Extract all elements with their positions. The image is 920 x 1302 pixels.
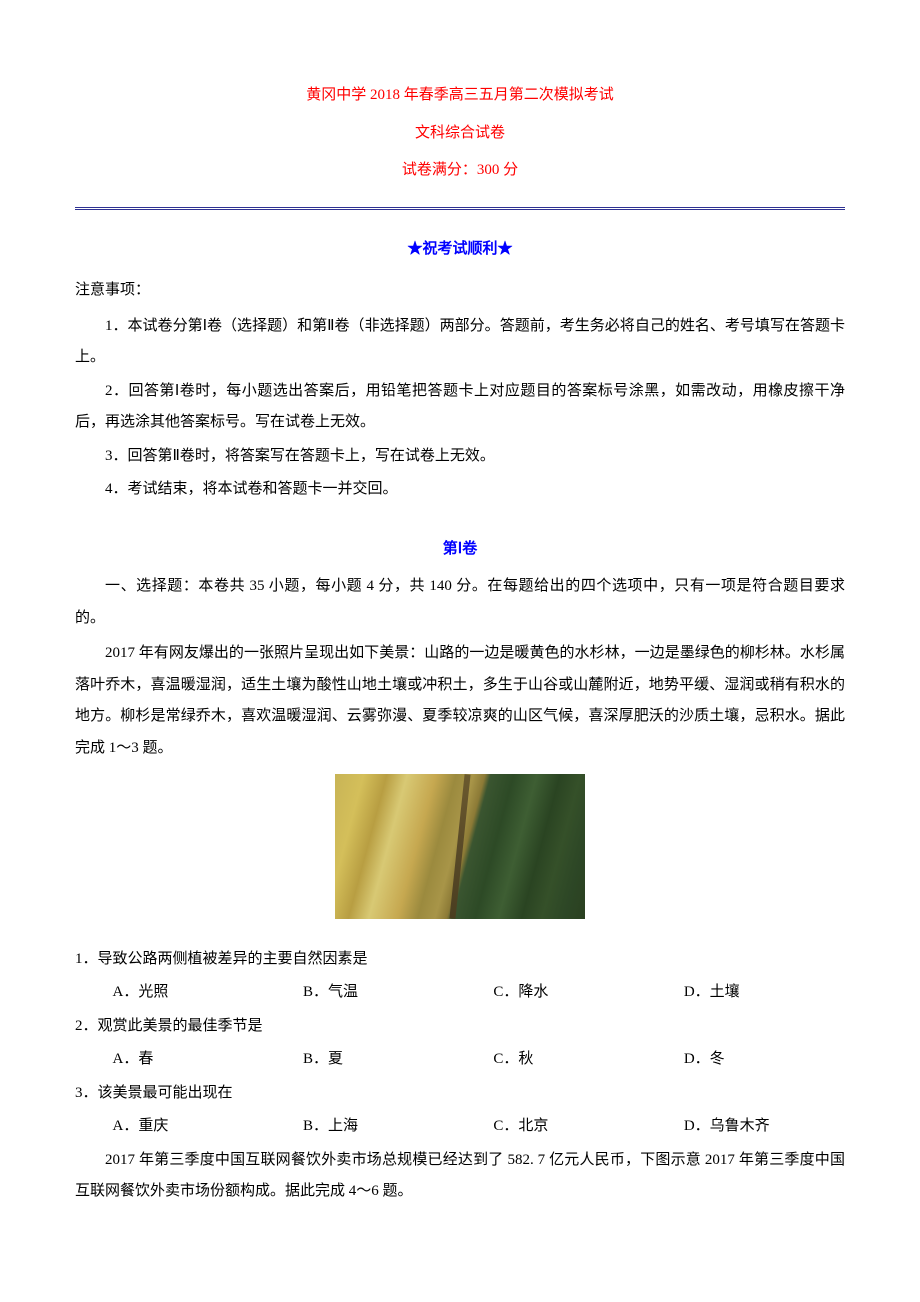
divider-line <box>75 207 845 210</box>
question-3-stem: 3．该美景最可能出现在 <box>75 1078 845 1110</box>
blessing-text: ★祝考试顺利★ <box>75 234 845 266</box>
q2-option-a: A．春 <box>113 1044 303 1076</box>
q1-option-a: A．光照 <box>113 977 303 1009</box>
q1-option-b: B．气温 <box>303 977 493 1009</box>
exam-title-line1: 黄冈中学 2018 年春季高三五月第二次模拟考试 <box>75 80 845 112</box>
q2-option-d: D．冬 <box>684 1044 845 1076</box>
notice-heading: 注意事项： <box>75 275 845 307</box>
q2-option-b: B．夏 <box>303 1044 493 1076</box>
q3-option-b: B．上海 <box>303 1111 493 1143</box>
notice-item-3: 3．回答第Ⅱ卷时，将答案写在答题卡上，写在试卷上无效。 <box>75 441 845 473</box>
question-1-stem: 1．导致公路两侧植被差异的主要自然因素是 <box>75 944 845 976</box>
figure-container <box>75 774 845 932</box>
q1-option-d: D．土壤 <box>684 977 845 1009</box>
q3-option-d: D．乌鲁木齐 <box>684 1111 845 1143</box>
q3-option-c: C．北京 <box>493 1111 683 1143</box>
question-2-options: A．春 B．夏 C．秋 D．冬 <box>75 1044 845 1076</box>
q3-option-a: A．重庆 <box>113 1111 303 1143</box>
notice-item-1: 1．本试卷分第Ⅰ卷（选择题）和第Ⅱ卷（非选择题）两部分。答题前，考生务必将自己的… <box>75 311 845 374</box>
question-2-stem: 2．观赏此美景的最佳季节是 <box>75 1011 845 1043</box>
passage-2: 2017 年第三季度中国互联网餐饮外卖市场总规模已经达到了 582. 7 亿元人… <box>75 1145 845 1208</box>
q2-option-c: C．秋 <box>493 1044 683 1076</box>
q1-option-c: C．降水 <box>493 977 683 1009</box>
passage-1: 2017 年有网友爆出的一张照片呈现出如下美景：山路的一边是暖黄色的水杉林，一边… <box>75 638 845 764</box>
question-3-options: A．重庆 B．上海 C．北京 D．乌鲁木齐 <box>75 1111 845 1143</box>
notice-item-2: 2．回答第Ⅰ卷时，每小题选出答案后，用铅笔把答题卡上对应题目的答案标号涂黑，如需… <box>75 376 845 439</box>
exam-title-line3: 试卷满分：300 分 <box>75 155 845 187</box>
question-1-options: A．光照 B．气温 C．降水 D．土壤 <box>75 977 845 1009</box>
exam-title-line2: 文科综合试卷 <box>75 118 845 150</box>
notice-item-4: 4．考试结束，将本试卷和答题卡一并交回。 <box>75 474 845 506</box>
section-1-title: 第Ⅰ卷 <box>75 534 845 566</box>
forest-photo <box>335 774 585 919</box>
section-instruction: 一、选择题：本卷共 35 小题，每小题 4 分，共 140 分。在每题给出的四个… <box>75 571 845 634</box>
